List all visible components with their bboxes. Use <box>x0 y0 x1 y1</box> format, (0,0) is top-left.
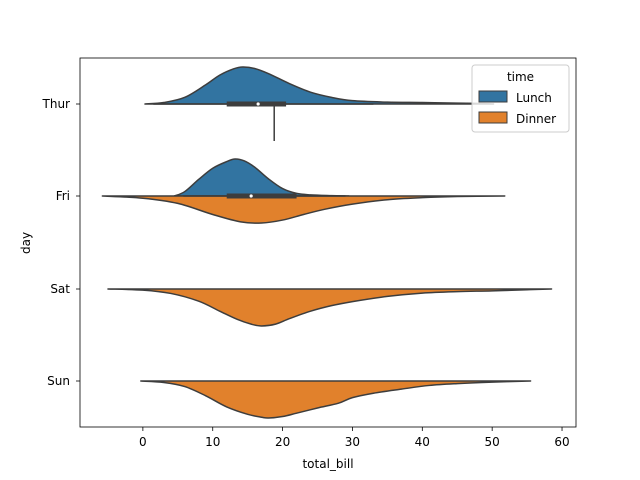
legend-swatch-lunch <box>478 90 508 103</box>
x-tick-label: 30 <box>345 435 360 449</box>
violin-lunch-thur <box>144 66 495 105</box>
violin-dinner-sat <box>107 288 553 327</box>
box-lunch-fri <box>226 193 297 199</box>
median-lunch-thur <box>256 102 260 106</box>
x-tick-label: 40 <box>415 435 430 449</box>
y-tick-label: Fri <box>56 189 70 203</box>
y-axis-label: day <box>19 232 33 254</box>
x-tick-label: 0 <box>139 435 147 449</box>
x-tick-label: 60 <box>554 435 569 449</box>
violin-dinner-fri <box>101 195 506 224</box>
violin-lunch-fri <box>173 158 350 197</box>
boxes-layer <box>153 101 374 199</box>
x-axis-label: total_bill <box>302 457 353 471</box>
median-lunch-fri <box>249 194 253 198</box>
x-tick-label: 10 <box>205 435 220 449</box>
x-ticks: 0 10 20 30 40 50 60 <box>139 427 570 449</box>
x-tick-label: 20 <box>275 435 290 449</box>
axes-frame <box>79 57 577 428</box>
legend-label-lunch: Lunch <box>516 91 552 105</box>
x-tick-label: 50 <box>485 435 500 449</box>
y-tick-label: Sun <box>47 374 70 388</box>
y-tick-label: Thur <box>42 97 71 111</box>
violins-layer <box>101 66 553 419</box>
legend: time Lunch Dinner <box>471 64 570 133</box>
box-lunch-thur <box>226 101 287 107</box>
legend-label-dinner: Dinner <box>516 112 556 126</box>
legend-title: time <box>507 70 534 84</box>
legend-swatch-dinner <box>478 111 508 124</box>
violin-dinner-sun <box>140 380 532 419</box>
y-tick-label: Sat <box>50 282 70 296</box>
y-ticks: Thur Fri Sat Sun <box>42 97 80 388</box>
